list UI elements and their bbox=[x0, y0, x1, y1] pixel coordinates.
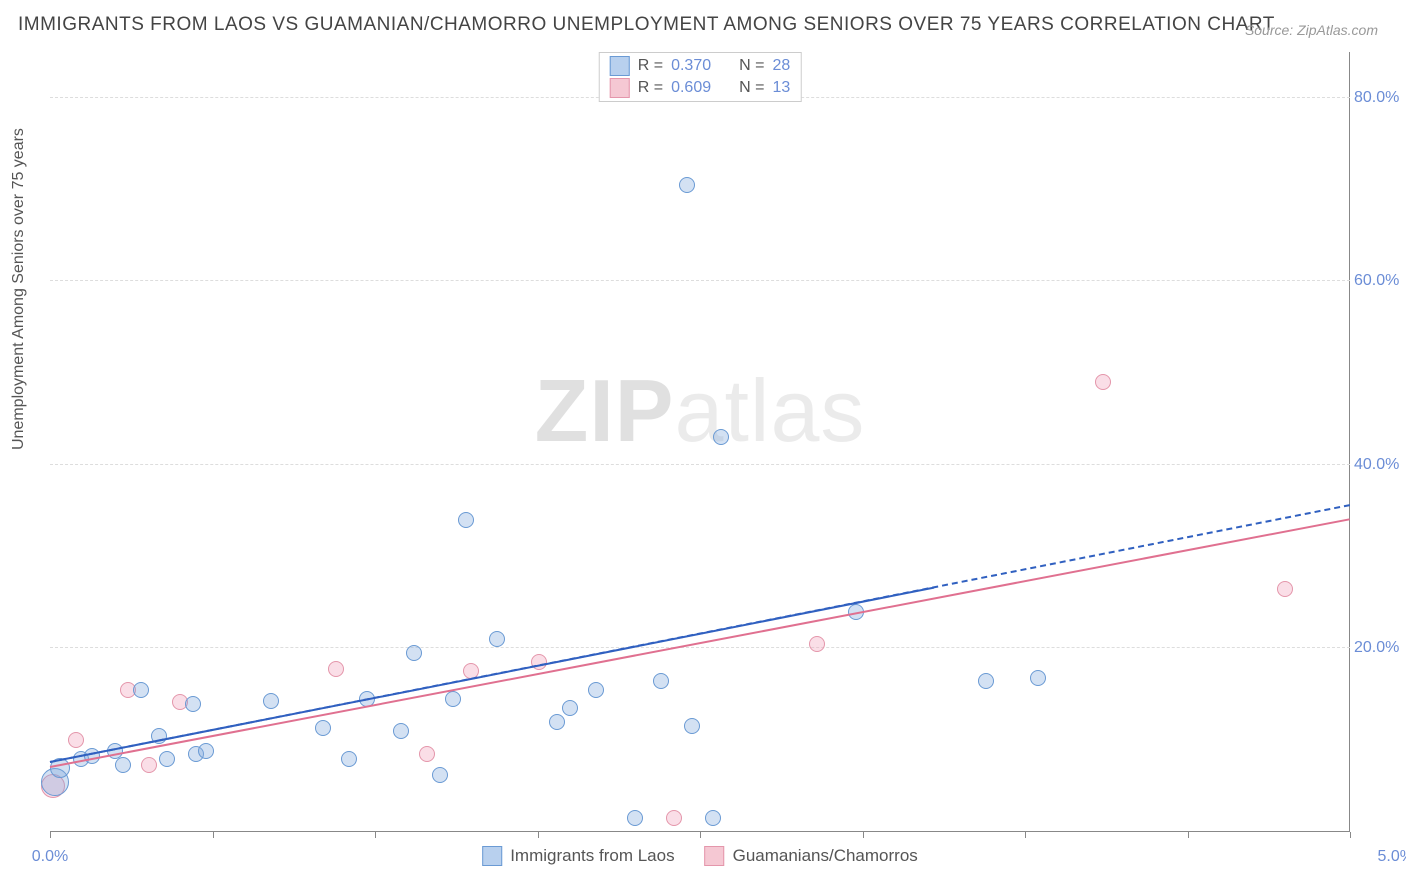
y-axis-line bbox=[1349, 52, 1350, 832]
source-credit: Source: ZipAtlas.com bbox=[1245, 22, 1378, 38]
legend-item-pink: Guamanians/Chamorros bbox=[705, 846, 918, 866]
gridline bbox=[50, 280, 1350, 281]
data-point bbox=[419, 746, 435, 762]
legend-swatch-blue bbox=[610, 56, 630, 76]
y-tick-label: 20.0% bbox=[1354, 639, 1406, 657]
y-axis-label: Unemployment Among Seniors over 75 years bbox=[10, 128, 28, 450]
legend-swatch-pink bbox=[610, 78, 630, 98]
trend-line bbox=[50, 587, 934, 763]
data-point bbox=[341, 751, 357, 767]
data-point bbox=[1030, 670, 1046, 686]
x-tick-mark bbox=[538, 832, 539, 838]
legend-swatch-pink bbox=[705, 846, 725, 866]
x-tick-mark bbox=[863, 832, 864, 838]
data-point bbox=[68, 732, 84, 748]
x-tick-mark bbox=[1350, 832, 1351, 838]
data-point bbox=[185, 696, 201, 712]
trend-line bbox=[50, 518, 1350, 768]
r-label: R = bbox=[638, 57, 663, 75]
x-tick-mark bbox=[1025, 832, 1026, 838]
data-point bbox=[549, 714, 565, 730]
plot-area: ZIPatlas 20.0%40.0%60.0%80.0% R = 0.370 … bbox=[50, 52, 1350, 832]
x-tick-last: 5.0% bbox=[1378, 848, 1406, 866]
legend-label: Guamanians/Chamorros bbox=[733, 846, 918, 866]
legend-stats-row-1: R = 0.370 N = 28 bbox=[610, 56, 791, 76]
data-point bbox=[115, 757, 131, 773]
data-point bbox=[432, 767, 448, 783]
n-label: N = bbox=[739, 79, 764, 97]
x-tick-first: 0.0% bbox=[32, 848, 68, 866]
data-point bbox=[978, 673, 994, 689]
data-point bbox=[653, 673, 669, 689]
n-value: 13 bbox=[772, 79, 790, 97]
x-tick-mark bbox=[375, 832, 376, 838]
legend-item-blue: Immigrants from Laos bbox=[482, 846, 674, 866]
data-point bbox=[684, 718, 700, 734]
data-point bbox=[705, 810, 721, 826]
data-point bbox=[666, 810, 682, 826]
gridline bbox=[50, 464, 1350, 465]
r-label: R = bbox=[638, 79, 663, 97]
r-value: 0.370 bbox=[671, 57, 711, 75]
legend-series: Immigrants from Laos Guamanians/Chamorro… bbox=[482, 846, 918, 866]
data-point bbox=[627, 810, 643, 826]
y-tick-label: 40.0% bbox=[1354, 456, 1406, 474]
data-point bbox=[713, 429, 729, 445]
data-point bbox=[445, 691, 461, 707]
y-tick-label: 80.0% bbox=[1354, 89, 1406, 107]
y-tick-label: 60.0% bbox=[1354, 272, 1406, 290]
data-point bbox=[159, 751, 175, 767]
n-value: 28 bbox=[772, 57, 790, 75]
x-tick-mark bbox=[213, 832, 214, 838]
x-tick-mark bbox=[700, 832, 701, 838]
data-point bbox=[141, 757, 157, 773]
data-point bbox=[458, 512, 474, 528]
watermark-light: atlas bbox=[675, 361, 866, 460]
data-point bbox=[489, 631, 505, 647]
data-point bbox=[562, 700, 578, 716]
data-point bbox=[393, 723, 409, 739]
legend-stats: R = 0.370 N = 28 R = 0.609 N = 13 bbox=[599, 52, 802, 102]
legend-label: Immigrants from Laos bbox=[510, 846, 674, 866]
data-point bbox=[1095, 374, 1111, 390]
data-point bbox=[679, 177, 695, 193]
legend-swatch-blue bbox=[482, 846, 502, 866]
x-tick-mark bbox=[1188, 832, 1189, 838]
gridline bbox=[50, 647, 1350, 648]
chart-title: IMMIGRANTS FROM LAOS VS GUAMANIAN/CHAMOR… bbox=[18, 14, 1275, 36]
watermark-bold: ZIP bbox=[535, 361, 675, 460]
data-point bbox=[588, 682, 604, 698]
data-point bbox=[406, 645, 422, 661]
data-point bbox=[198, 743, 214, 759]
data-point bbox=[315, 720, 331, 736]
data-point bbox=[133, 682, 149, 698]
x-tick-mark bbox=[50, 832, 51, 838]
r-value: 0.609 bbox=[671, 79, 711, 97]
data-point bbox=[1277, 581, 1293, 597]
n-label: N = bbox=[739, 57, 764, 75]
data-point bbox=[809, 636, 825, 652]
watermark: ZIPatlas bbox=[535, 360, 866, 462]
legend-stats-row-2: R = 0.609 N = 13 bbox=[610, 78, 791, 98]
data-point bbox=[328, 661, 344, 677]
data-point bbox=[263, 693, 279, 709]
